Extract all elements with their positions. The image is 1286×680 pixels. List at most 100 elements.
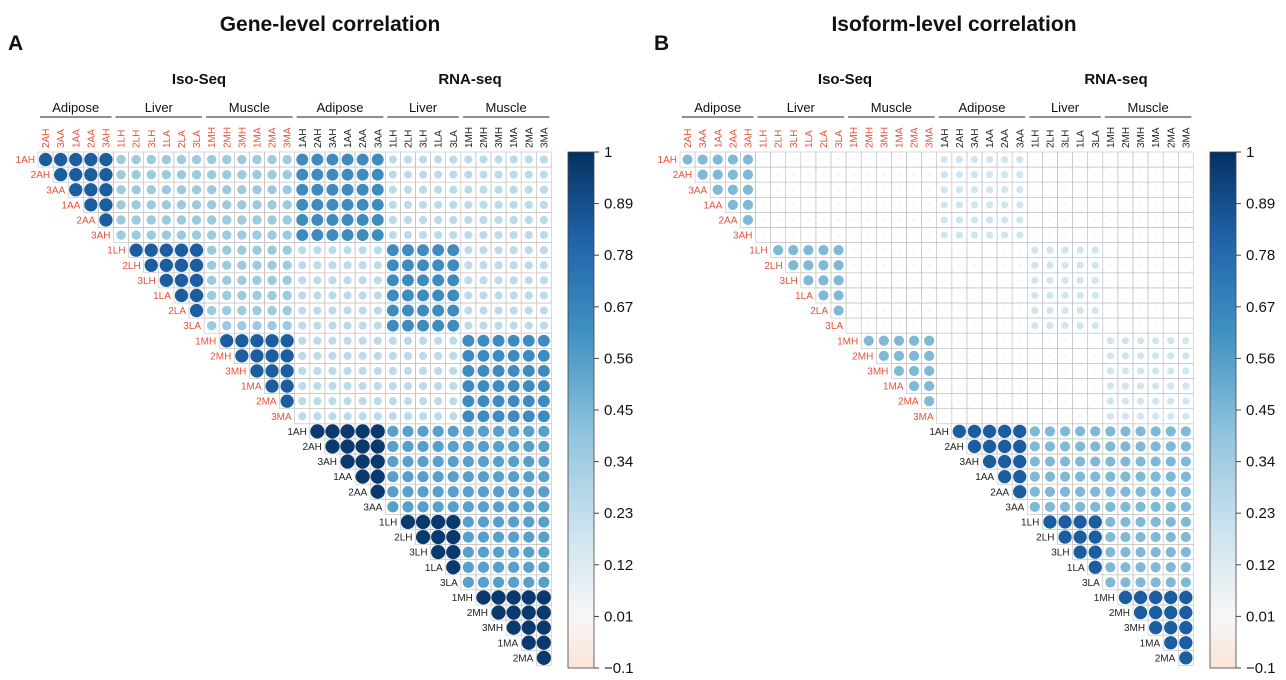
correlation-dot — [852, 263, 856, 267]
correlation-dot — [973, 294, 976, 297]
correlation-dot — [912, 308, 916, 313]
correlation-dot — [1094, 173, 1097, 176]
correlation-dot — [761, 188, 765, 192]
correlation-dot — [326, 198, 339, 211]
correlation-dot — [958, 264, 961, 267]
correlation-dot — [897, 157, 901, 162]
correlation-dot — [1169, 248, 1172, 252]
correlation-dot — [403, 215, 413, 225]
correlation-dot — [988, 248, 991, 252]
correlation-dot — [328, 291, 337, 300]
correlation-dot — [1016, 216, 1024, 224]
correlation-dot — [955, 201, 963, 209]
correlation-dot — [432, 486, 444, 498]
correlation-dot — [1075, 441, 1086, 452]
row-label: 3AH — [733, 231, 752, 242]
correlation-dot — [1076, 276, 1084, 284]
correlation-dot — [998, 470, 1012, 484]
correlation-dot — [1152, 352, 1160, 360]
correlation-dot — [464, 306, 473, 315]
correlation-dot — [494, 321, 503, 330]
column-label: 1AA — [985, 129, 996, 148]
correlation-dot — [176, 154, 187, 165]
correlation-dot — [523, 501, 535, 513]
correlation-dot — [867, 173, 871, 177]
correlation-dot — [821, 157, 826, 162]
correlation-dot — [464, 185, 473, 194]
row-label: 2AA — [348, 487, 367, 498]
correlation-dot — [791, 173, 795, 177]
correlation-dot — [1124, 309, 1127, 312]
correlation-dot — [431, 545, 446, 560]
correlation-dot — [506, 605, 521, 620]
correlation-dot — [1169, 173, 1172, 176]
correlation-dot — [99, 152, 113, 167]
correlation-dot — [1106, 412, 1114, 420]
correlation-dot — [417, 304, 429, 317]
correlation-dot — [1135, 547, 1146, 558]
panel-b: Isoform-level correlation B Iso-Seq RNA-… — [654, 13, 1276, 677]
correlation-dot — [1048, 188, 1052, 191]
column-label: 3AH — [101, 129, 112, 148]
correlation-dot — [1063, 339, 1067, 342]
correlation-dot — [1106, 367, 1114, 375]
correlation-dot — [852, 324, 856, 328]
colorbar: 1 0.89 0.78 0.67 0.56 0.45 0.34 0.23 0.12 0.01 −0.… — [567, 144, 634, 677]
correlation-dot — [298, 291, 307, 300]
correlation-dot — [1152, 382, 1160, 390]
correlation-dot — [280, 379, 294, 393]
correlation-dot — [1078, 173, 1082, 176]
correlation-dot — [282, 260, 292, 270]
correlation-dot — [988, 324, 991, 327]
correlation-dot — [973, 384, 976, 388]
correlation-dot — [282, 200, 292, 210]
correlation-dot — [943, 309, 946, 312]
row-label: 1AA — [975, 472, 994, 483]
correlation-dot — [1135, 531, 1146, 543]
correlation-dot — [84, 168, 98, 182]
correlation-dot — [988, 339, 991, 342]
correlation-dot — [1076, 306, 1084, 315]
correlation-dot — [509, 276, 518, 285]
correlation-dot — [509, 200, 518, 209]
correlation-dot — [191, 154, 202, 165]
correlation-dot — [449, 170, 458, 179]
correlation-dot — [417, 274, 429, 287]
correlation-dot — [311, 183, 324, 196]
correlation-dot — [1003, 264, 1006, 267]
correlation-dot — [1013, 470, 1027, 484]
correlation-dot — [1169, 294, 1172, 297]
correlation-dot — [1179, 636, 1193, 650]
correlation-dot — [144, 243, 158, 257]
correlation-dot — [417, 501, 429, 513]
correlation-dot — [897, 203, 901, 207]
correlation-dot — [1001, 231, 1009, 239]
correlation-dot — [325, 424, 340, 439]
column-label: 3AH — [328, 129, 339, 148]
correlation-dot — [1120, 426, 1131, 437]
group-label-rnaseq: RNA-seq — [1084, 71, 1147, 88]
correlation-dot — [833, 275, 844, 286]
correlation-dot — [539, 246, 548, 255]
correlation-dot — [943, 264, 946, 267]
column-label: 3MA — [283, 127, 294, 148]
correlation-dot — [523, 531, 535, 543]
correlation-dot — [462, 501, 474, 513]
correlation-dot — [328, 412, 337, 421]
correlation-dot — [985, 171, 994, 179]
correlation-dots — [38, 152, 551, 665]
correlation-dot — [1003, 309, 1006, 312]
correlation-dot — [222, 260, 232, 270]
correlation-dot — [341, 198, 354, 211]
correlation-dot — [1164, 590, 1178, 605]
correlation-dot — [1180, 547, 1191, 558]
correlation-dot — [492, 486, 505, 498]
correlation-dot — [943, 248, 946, 252]
correlation-dot — [161, 169, 172, 180]
correlation-dot — [882, 324, 886, 328]
correlation-dot — [298, 246, 307, 255]
correlation-dot — [1150, 562, 1161, 573]
correlation-dot — [477, 501, 490, 513]
row-label: 1AH — [929, 427, 948, 438]
correlation-dot — [773, 245, 784, 256]
